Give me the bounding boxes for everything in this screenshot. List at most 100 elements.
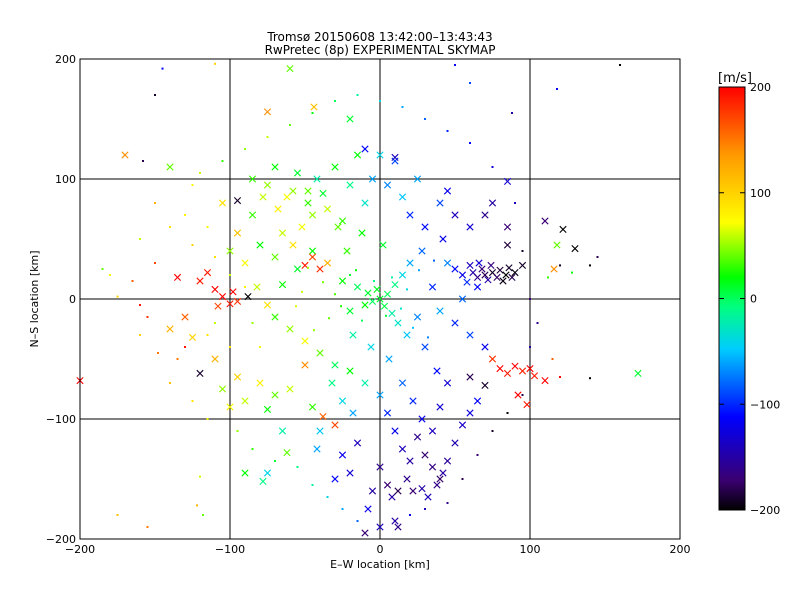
data-point-dot	[221, 160, 224, 162]
chart-subtitle: RwPretec (8p) EXPERIMENTAL SKYMAP	[265, 43, 496, 57]
data-point-cross	[451, 265, 459, 273]
data-point-cross	[553, 241, 561, 249]
data-point-cross	[349, 409, 357, 417]
data-point-cross	[403, 475, 411, 483]
data-point-cross	[439, 235, 447, 243]
data-point-dot	[139, 334, 141, 336]
data-point-dot	[142, 160, 144, 162]
data-point-cross	[391, 153, 399, 161]
data-point-dot	[184, 346, 186, 348]
data-point-cross	[319, 189, 327, 197]
chart-title: Tromsø 20150608 13:42:00–13:43:43	[266, 30, 492, 44]
data-point-dot	[551, 358, 554, 360]
data-point-cross	[293, 169, 302, 177]
data-point-cross	[413, 175, 422, 183]
data-point-dot	[446, 502, 449, 504]
data-point-dot	[514, 202, 516, 204]
data-point-cross	[496, 365, 504, 373]
data-point-cross	[368, 297, 377, 305]
data-point-cross	[233, 197, 242, 205]
data-point-cross	[271, 253, 279, 261]
data-point-cross	[353, 283, 362, 291]
data-point-dot	[529, 298, 531, 300]
data-point-cross	[511, 269, 519, 277]
data-point-dot	[214, 256, 216, 258]
data-point-dot	[461, 478, 464, 480]
data-point-cross	[241, 259, 249, 267]
data-point-cross	[343, 247, 351, 255]
y-tick-label: −200	[46, 533, 76, 546]
data-point-cross	[211, 285, 219, 293]
data-point-cross	[361, 145, 369, 153]
x-tick-label: 0	[377, 543, 384, 556]
data-point-cross	[368, 487, 377, 495]
data-point-cross	[286, 325, 294, 333]
data-point-cross	[368, 175, 377, 183]
data-point-cross	[346, 307, 354, 315]
data-point-cross	[458, 271, 467, 279]
data-point-dot	[556, 88, 558, 90]
data-point-cross	[263, 181, 272, 189]
data-point-cross	[398, 271, 407, 279]
data-point-cross	[233, 229, 242, 237]
data-point-cross	[308, 211, 317, 219]
data-point-cross	[364, 505, 372, 513]
data-point-dot	[424, 118, 426, 120]
data-point-cross	[304, 187, 312, 195]
data-point-cross	[398, 379, 407, 387]
data-point-cross	[301, 337, 309, 345]
data-point-cross	[466, 261, 474, 269]
data-point-cross	[346, 181, 354, 189]
data-point-cross	[283, 449, 291, 457]
data-point-cross	[436, 403, 444, 411]
data-point-cross	[338, 451, 347, 459]
data-point-dot	[313, 329, 315, 332]
data-point-cross	[388, 493, 396, 501]
data-point-cross	[293, 265, 302, 273]
data-point-cross	[338, 277, 347, 285]
data-point-cross	[385, 355, 393, 363]
data-point-cross	[196, 369, 204, 377]
data-point-cross	[523, 401, 531, 409]
colorbar-ticks: 200 100 0 −100 −200	[719, 81, 780, 517]
colorbar-tick-label: 0	[750, 293, 757, 306]
y-axis-label: N–S location [km]	[28, 250, 41, 347]
data-point-cross	[406, 259, 414, 267]
data-point-cross	[361, 379, 369, 387]
data-point-dot	[433, 259, 435, 262]
data-point-cross	[484, 276, 492, 284]
data-point-dot	[529, 346, 531, 348]
data-point-cross	[263, 405, 272, 413]
data-point-cross	[541, 217, 549, 225]
data-point-dot	[116, 514, 119, 516]
data-point-cross	[428, 283, 437, 291]
data-point-dot	[349, 274, 351, 276]
data-point-cross	[346, 469, 354, 477]
data-point-cross	[278, 229, 287, 237]
data-point-cross	[443, 259, 452, 267]
data-point-dot	[289, 124, 291, 126]
data-point-cross	[383, 409, 392, 417]
data-point-cross	[308, 403, 317, 411]
data-point-dot	[214, 322, 216, 324]
data-point-cross	[376, 391, 384, 399]
data-point-dot	[176, 358, 179, 360]
data-point-dot	[400, 307, 402, 310]
data-point-cross	[331, 421, 339, 429]
data-point-dot	[491, 430, 494, 432]
data-point-cross	[271, 391, 279, 399]
data-point-cross	[488, 199, 497, 207]
data-point-cross	[323, 259, 332, 267]
data-point-cross	[398, 445, 407, 453]
data-point-cross	[248, 211, 257, 219]
data-point-cross	[514, 391, 522, 399]
data-point-dot	[295, 305, 297, 308]
data-point-cross	[409, 487, 417, 495]
data-point-cross	[353, 439, 362, 447]
data-point-cross	[481, 343, 489, 351]
data-point-cross	[289, 241, 297, 249]
data-point-cross	[487, 261, 495, 269]
data-point-dot	[373, 280, 375, 282]
data-point-dot	[146, 316, 149, 318]
data-point-cross	[226, 403, 234, 411]
